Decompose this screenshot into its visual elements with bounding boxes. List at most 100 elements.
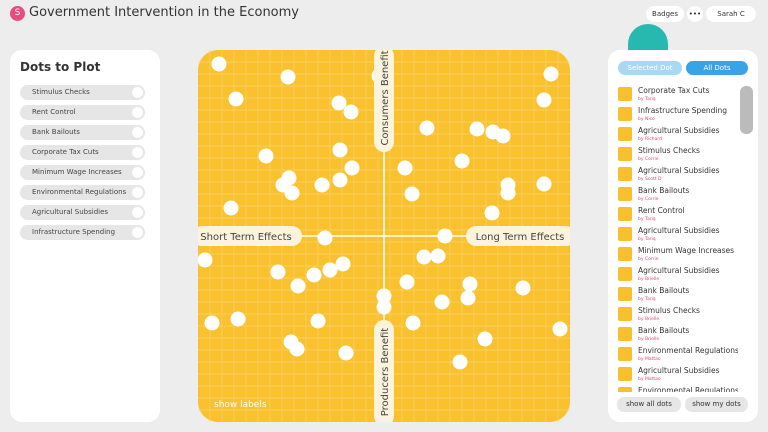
dot[interactable] — [469, 121, 485, 137]
item-icon — [618, 347, 632, 361]
dot[interactable] — [376, 288, 392, 304]
item-title: Agricultural Subsidies — [638, 226, 720, 235]
more-button[interactable]: ••• — [687, 6, 703, 22]
dot[interactable] — [290, 278, 306, 294]
dot-toggle[interactable]: Bank Bailouts — [20, 125, 145, 140]
item-author: by Tariq — [638, 97, 656, 102]
dot[interactable] — [376, 299, 392, 315]
tab[interactable]: All Dots — [686, 61, 748, 75]
item-author: by Scott D — [638, 177, 662, 182]
dot[interactable] — [198, 252, 213, 268]
dot[interactable] — [343, 104, 359, 120]
dot[interactable] — [204, 315, 220, 331]
list-item[interactable]: Bank Bailouts by Tariq — [618, 286, 738, 306]
dot[interactable] — [399, 274, 415, 290]
list-item[interactable]: Stimulus Checks by Brielle — [618, 306, 738, 326]
list-item[interactable]: Agricultural Subsidies by Tariq — [618, 226, 738, 246]
dot[interactable] — [536, 176, 552, 192]
dot-toggle[interactable]: Minimum Wage Increases — [20, 165, 145, 180]
dot[interactable] — [289, 341, 305, 357]
list-item[interactable]: Agricultural Subsidies by Richard — [618, 126, 738, 146]
dot[interactable] — [419, 120, 435, 136]
item-title: Bank Bailouts — [638, 286, 690, 295]
item-icon — [618, 167, 632, 181]
title: Government Intervention in the Economy — [29, 5, 299, 20]
show-labels[interactable]: show labels — [214, 400, 267, 410]
dot[interactable] — [405, 315, 421, 331]
dot[interactable] — [460, 290, 476, 306]
dot[interactable] — [397, 160, 413, 176]
dot[interactable] — [322, 262, 338, 278]
list-item[interactable]: Stimulus Checks by Corrie — [618, 146, 738, 166]
dot-toggle[interactable]: Infrastructure Spending — [20, 225, 145, 240]
plot: Consumers Benefit Producers Benefit Shor… — [198, 50, 570, 422]
list-item[interactable]: Environmental Regulations by Mattao — [618, 346, 738, 366]
dot[interactable] — [484, 205, 500, 221]
item-icon — [618, 227, 632, 241]
list-item[interactable]: Agricultural Subsidies by Scott D — [618, 166, 738, 186]
dot[interactable] — [543, 66, 559, 82]
show-mine-button[interactable]: show my dots — [685, 397, 748, 412]
dot[interactable] — [404, 186, 420, 202]
label-bg — [374, 320, 394, 422]
dot[interactable] — [258, 148, 274, 164]
dot[interactable] — [332, 172, 348, 188]
dot[interactable] — [416, 249, 432, 265]
list-item[interactable]: Rent Control by Tariq — [618, 206, 738, 226]
dot[interactable] — [552, 321, 568, 337]
item-author: by Richard — [638, 137, 663, 142]
dot[interactable] — [230, 311, 246, 327]
item-icon — [618, 247, 632, 261]
dot[interactable] — [462, 276, 478, 292]
dot[interactable] — [495, 128, 511, 144]
show-all-button[interactable]: show all dots — [617, 397, 681, 412]
dot[interactable] — [430, 248, 446, 264]
list-item[interactable]: Bank Bailouts by Corrie — [618, 186, 738, 206]
dot[interactable] — [338, 345, 354, 361]
dot[interactable] — [515, 280, 531, 296]
badges-button[interactable]: Badges — [646, 6, 684, 22]
item-icon — [618, 287, 632, 301]
list-item[interactable]: Infrastructure Spending by Nico — [618, 106, 738, 126]
dot-toggle[interactable]: Agricultural Subsidies — [20, 205, 145, 220]
dot[interactable] — [335, 256, 351, 272]
list-item[interactable]: Bank Bailouts by Brielle — [618, 326, 738, 346]
dot[interactable] — [306, 267, 322, 283]
user-button[interactable]: Sarah C — [706, 6, 756, 22]
tab[interactable]: Selected Dot — [618, 61, 682, 75]
item-icon — [618, 207, 632, 221]
dot-toggle[interactable]: Rent Control — [20, 105, 145, 120]
dot-toggle[interactable]: Corporate Tax Cuts — [20, 145, 145, 160]
dot[interactable] — [331, 95, 347, 111]
item-icon — [618, 147, 632, 161]
list-item[interactable]: Environmental Regulations — [618, 386, 738, 392]
item-title: Agricultural Subsidies — [638, 366, 720, 375]
dot-toggle[interactable]: Environmental Regulations — [20, 185, 145, 200]
dot[interactable] — [332, 142, 348, 158]
dot[interactable] — [437, 228, 453, 244]
dot[interactable] — [500, 185, 516, 201]
dot[interactable] — [452, 354, 468, 370]
dot-toggle[interactable]: Stimulus Checks — [20, 85, 145, 100]
list-item[interactable]: Corporate Tax Cuts by Tariq — [618, 86, 738, 106]
dot[interactable] — [317, 230, 333, 246]
dot[interactable] — [310, 313, 326, 329]
right-panel — [608, 50, 758, 422]
dot[interactable] — [223, 200, 239, 216]
item-title: Environmental Regulations — [638, 346, 738, 355]
dot[interactable] — [434, 294, 450, 310]
list-item[interactable]: Minimum Wage Increases by Corrie — [618, 246, 738, 266]
dot[interactable] — [228, 91, 244, 107]
dot[interactable] — [284, 185, 300, 201]
dot[interactable] — [477, 331, 493, 347]
list-item[interactable]: Agricultural Subsidies by Brielle — [618, 266, 738, 286]
item-title: Infrastructure Spending — [638, 106, 727, 115]
list-item[interactable]: Agricultural Subsidies by Mattao — [618, 366, 738, 386]
dot[interactable] — [314, 177, 330, 193]
dot[interactable] — [280, 69, 296, 85]
dot[interactable] — [211, 56, 227, 72]
dot[interactable] — [454, 153, 470, 169]
dot[interactable] — [536, 92, 552, 108]
dot[interactable] — [344, 160, 360, 176]
dot[interactable] — [270, 264, 286, 280]
